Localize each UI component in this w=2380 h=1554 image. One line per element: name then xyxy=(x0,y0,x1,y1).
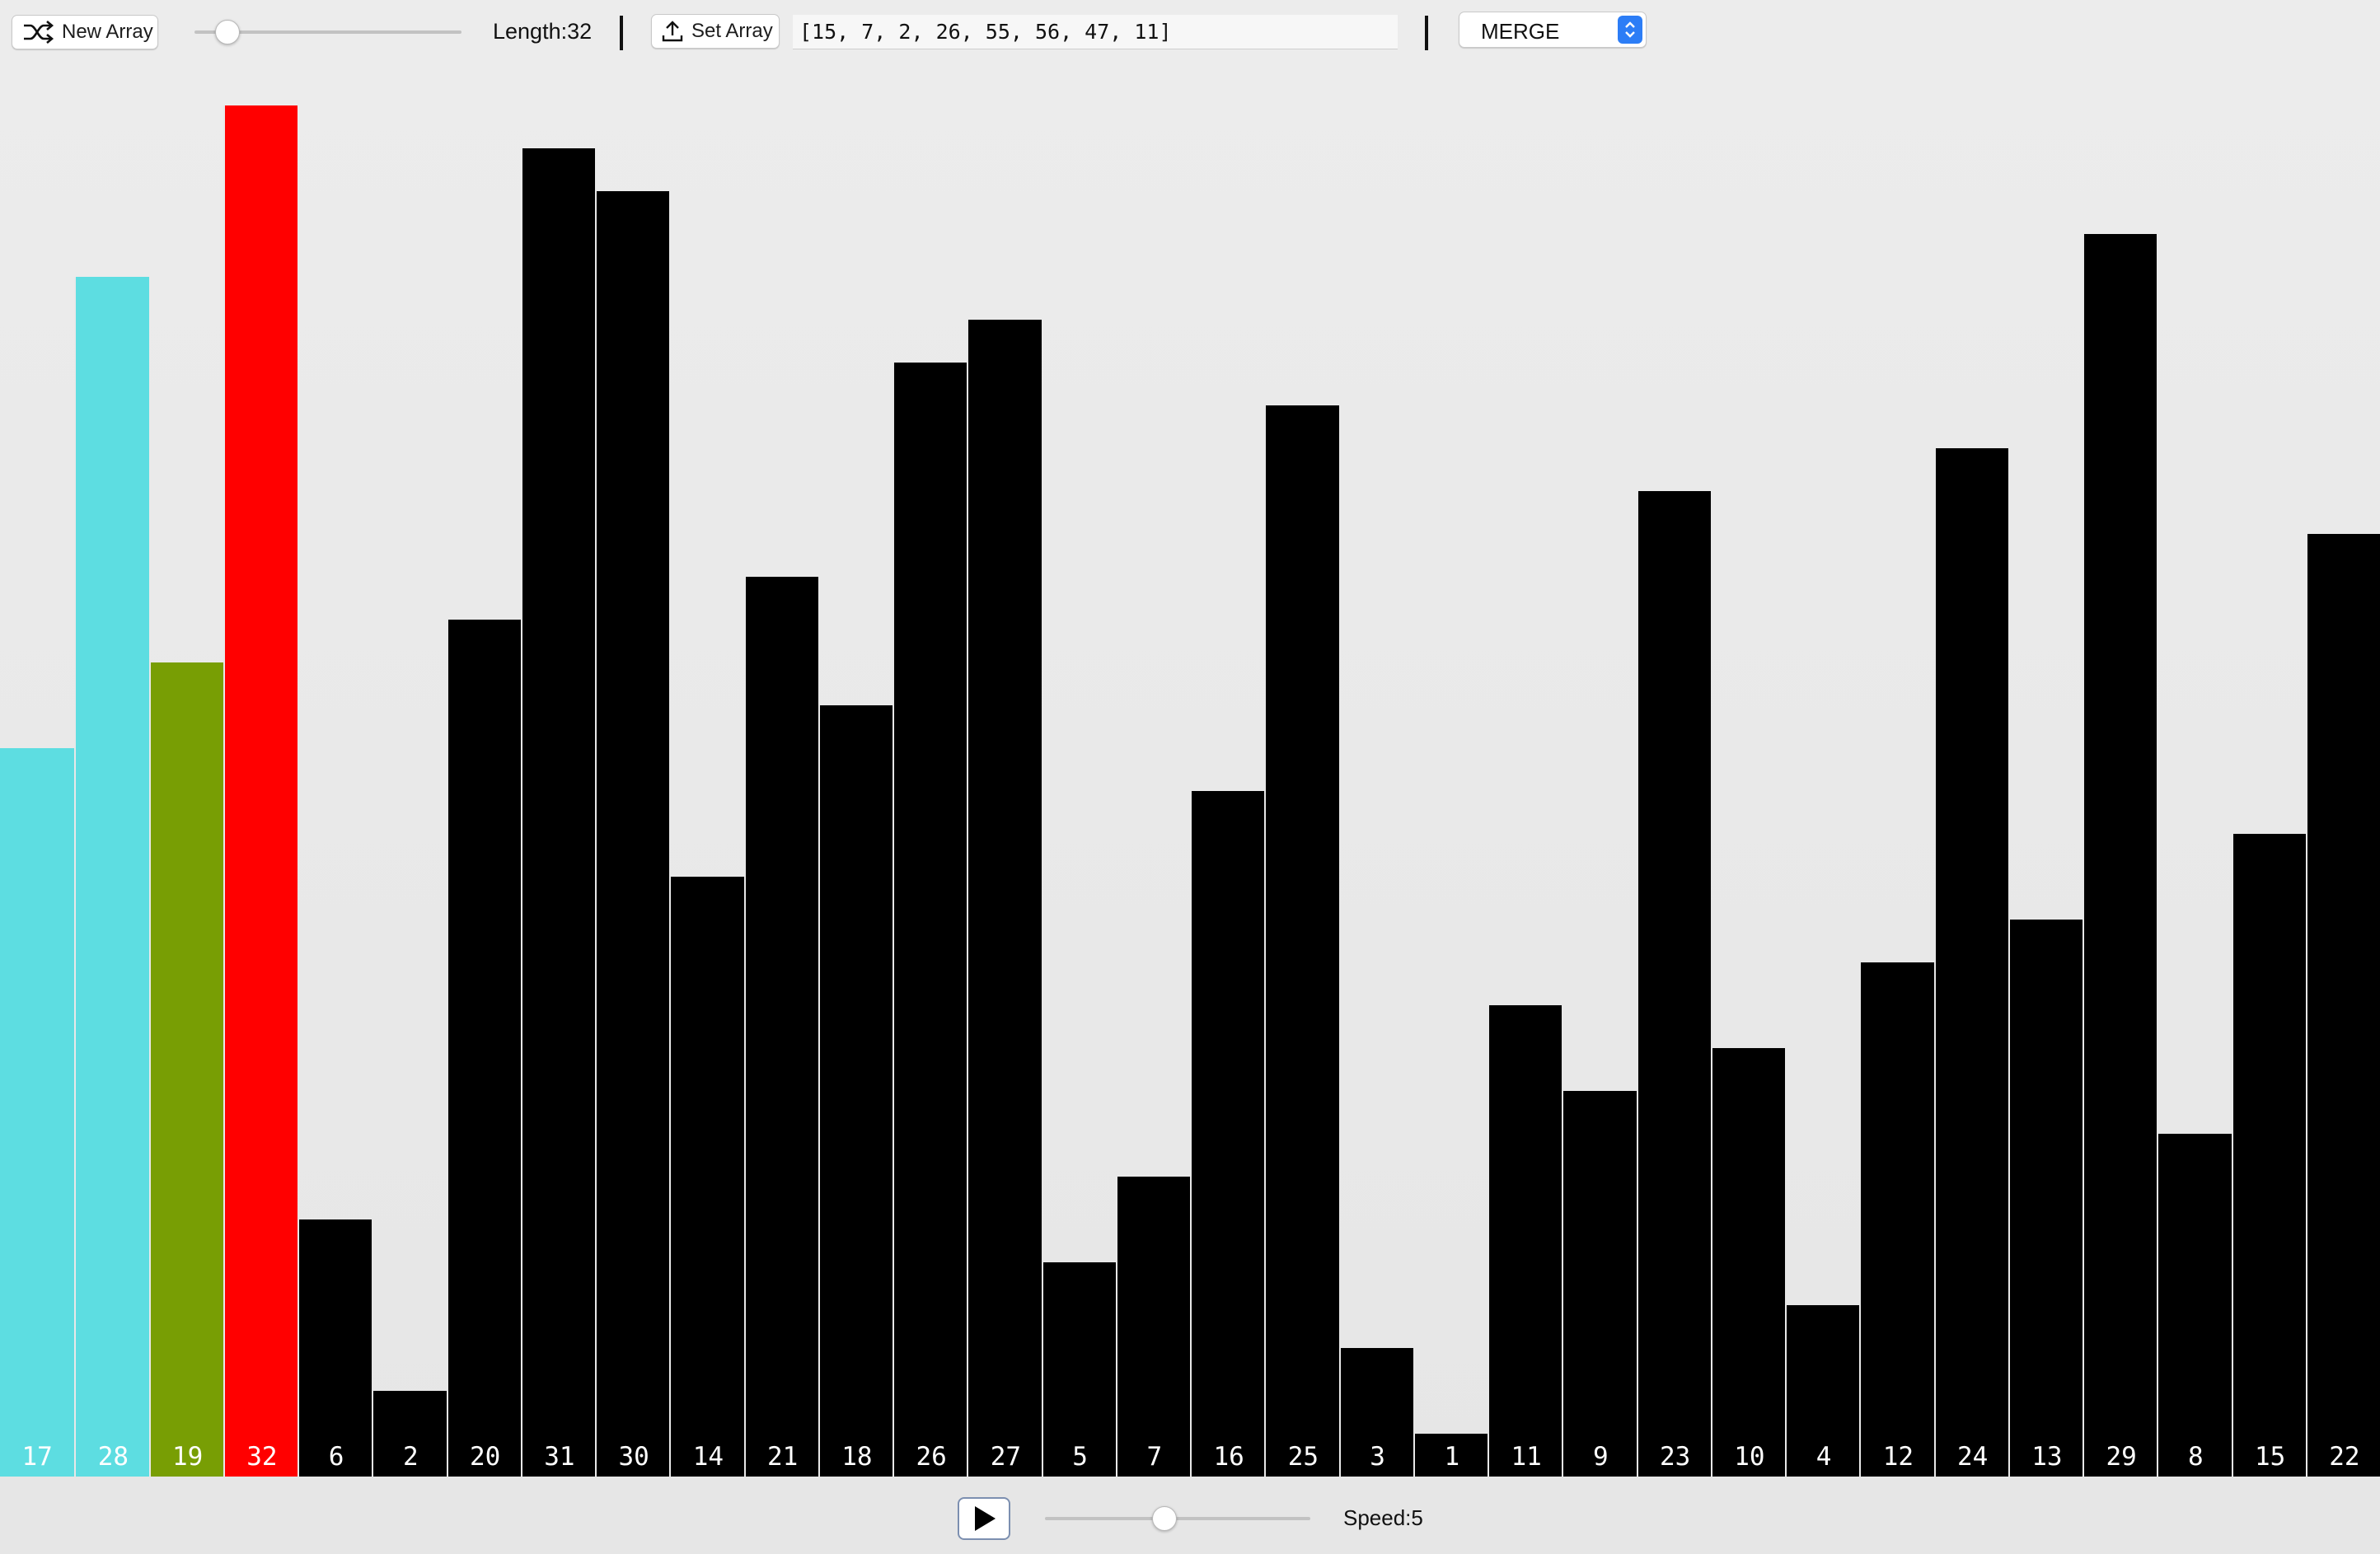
bar-value-label: 27 xyxy=(990,1442,1022,1472)
bar-value-label: 13 xyxy=(2031,1442,2063,1472)
speed-slider-track xyxy=(1045,1517,1310,1520)
bar-value-label: 26 xyxy=(916,1442,947,1472)
bar-value-label: 20 xyxy=(469,1442,501,1472)
speed-slider-thumb[interactable] xyxy=(1152,1506,1177,1531)
array-bar: 11 xyxy=(1488,1005,1562,1477)
bar-value-label: 9 xyxy=(1593,1442,1609,1472)
bar-value-label: 31 xyxy=(544,1442,575,1472)
array-bar: 27 xyxy=(967,320,1042,1477)
bar-value-label: 28 xyxy=(97,1442,129,1472)
speed-slider[interactable] xyxy=(1045,1506,1310,1531)
algorithm-select[interactable]: MERGE xyxy=(1459,12,1647,48)
array-bar: 13 xyxy=(2008,920,2082,1477)
array-bar: 9 xyxy=(1562,1091,1637,1477)
array-bar: 20 xyxy=(446,620,521,1477)
top-toolbar: New Array Length:32 Set Array MERGE xyxy=(0,0,2380,66)
bar-value-label: 12 xyxy=(1882,1442,1914,1472)
algorithm-select-value: MERGE xyxy=(1481,19,1560,44)
array-bar: 28 xyxy=(74,277,149,1477)
array-bar: 15 xyxy=(2231,834,2306,1477)
array-bar: 10 xyxy=(1710,1048,1785,1477)
bar-value-label: 4 xyxy=(1815,1442,1832,1472)
length-label: Length:32 xyxy=(493,19,593,44)
array-bar: 12 xyxy=(1859,962,1934,1477)
array-bar: 31 xyxy=(520,148,595,1477)
bar-value-label: 19 xyxy=(171,1442,204,1472)
speed-label: Speed:5 xyxy=(1343,1505,1423,1530)
array-bar: 25 xyxy=(1264,405,1339,1477)
bar-value-label: 14 xyxy=(692,1442,724,1472)
bar-value-label: 29 xyxy=(2106,1442,2137,1472)
array-bar: 24 xyxy=(1933,448,2008,1477)
toolbar-separator xyxy=(620,16,623,50)
new-array-button[interactable]: New Array xyxy=(12,15,158,49)
bar-value-label: 3 xyxy=(1370,1442,1385,1472)
set-array-label: Set Array xyxy=(691,20,773,42)
bar-value-label: 5 xyxy=(1072,1442,1088,1472)
play-icon xyxy=(975,1506,996,1531)
bar-value-label: 10 xyxy=(1734,1442,1765,1472)
bar-value-label: 7 xyxy=(1146,1442,1163,1472)
array-input[interactable] xyxy=(793,15,1398,49)
array-bar: 29 xyxy=(2082,234,2157,1477)
bar-value-label: 2 xyxy=(403,1442,419,1472)
bar-value-label: 6 xyxy=(328,1442,344,1472)
bar-value-label: 1 xyxy=(1444,1442,1460,1472)
bar-value-label: 21 xyxy=(766,1442,799,1472)
bar-value-label: 17 xyxy=(21,1442,53,1472)
bar-value-label: 22 xyxy=(2329,1442,2360,1472)
array-bar: 7 xyxy=(1115,1177,1190,1477)
array-bar: 14 xyxy=(669,877,744,1477)
play-button[interactable] xyxy=(958,1497,1010,1540)
array-bar: 2 xyxy=(372,1391,447,1477)
bar-value-label: 30 xyxy=(618,1442,649,1472)
array-bar: 32 xyxy=(223,105,298,1477)
bar-value-label: 25 xyxy=(1287,1442,1319,1472)
new-array-label: New Array xyxy=(62,21,153,43)
array-bar: 19 xyxy=(148,662,223,1477)
array-bar: 16 xyxy=(1190,791,1265,1477)
bar-value-label: 16 xyxy=(1213,1442,1244,1472)
array-bar: 18 xyxy=(818,705,892,1477)
set-array-button[interactable]: Set Array xyxy=(651,14,780,49)
array-bar: 8 xyxy=(2157,1134,2232,1477)
array-bar: 22 xyxy=(2305,534,2380,1477)
array-bar: 26 xyxy=(892,363,967,1477)
array-bar: 4 xyxy=(1785,1305,1860,1477)
bar-value-label: 32 xyxy=(246,1442,278,1472)
array-bar: 6 xyxy=(298,1219,372,1477)
array-bar: 1 xyxy=(1413,1434,1488,1477)
array-bar: 23 xyxy=(1636,491,1711,1477)
array-bar: 5 xyxy=(1041,1262,1116,1477)
bar-value-label: 23 xyxy=(1659,1442,1691,1472)
length-slider-track xyxy=(194,30,461,34)
length-slider-thumb[interactable] xyxy=(215,20,240,44)
bar-value-label: 11 xyxy=(1511,1442,1542,1472)
array-bar: 30 xyxy=(595,191,670,1477)
array-bar: 17 xyxy=(0,748,75,1477)
array-bar: 21 xyxy=(743,577,818,1477)
bar-value-label: 18 xyxy=(841,1442,873,1472)
shuffle-icon xyxy=(24,21,54,44)
toolbar-separator xyxy=(1425,16,1428,50)
bar-value-label: 8 xyxy=(2188,1442,2204,1472)
bars-area: 17 28 19 32 6 2 20 31 30 14 21 18 26 27 5 7 16 25 3 1 11 9 23 1… xyxy=(0,105,2380,1477)
bar-value-label: 24 xyxy=(1956,1442,1989,1472)
length-slider[interactable] xyxy=(194,20,461,44)
array-bar: 3 xyxy=(1338,1348,1413,1477)
bar-value-label: 15 xyxy=(2254,1442,2286,1472)
chevron-updown-icon xyxy=(1618,16,1642,44)
upload-icon xyxy=(662,21,683,42)
